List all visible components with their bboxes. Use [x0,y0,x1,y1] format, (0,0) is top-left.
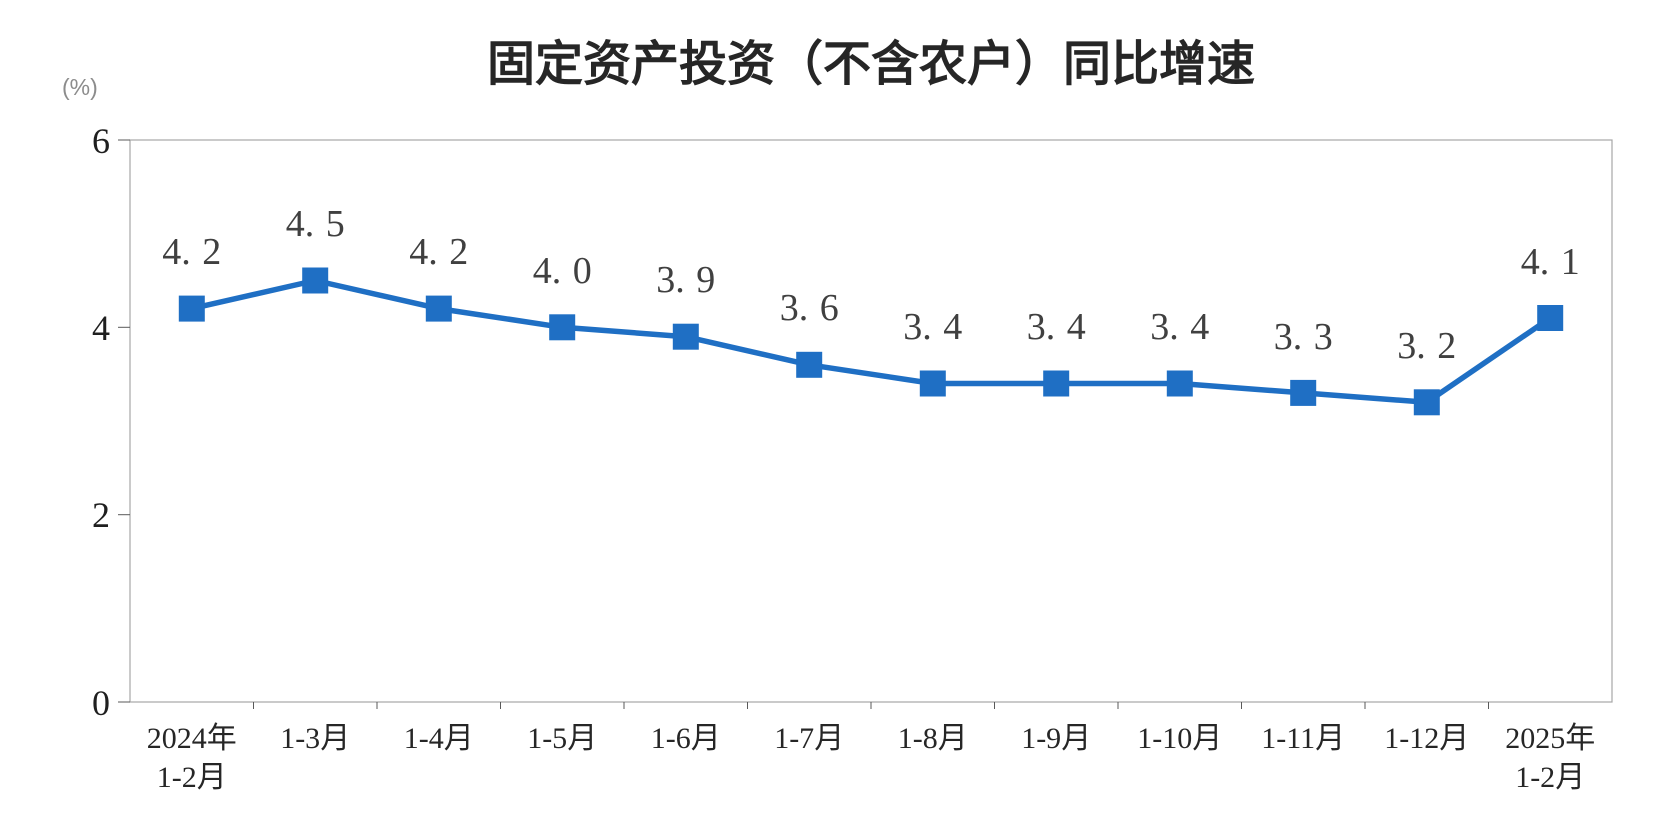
svg-text:1-12月: 1-12月 [1384,722,1469,755]
svg-text:1-2月: 1-2月 [1515,761,1585,794]
svg-text:1-11月: 1-11月 [1261,722,1345,755]
svg-text:2025年: 2025年 [1505,722,1595,755]
svg-text:1-9月: 1-9月 [1021,722,1091,755]
svg-text:(%): (%) [62,74,98,100]
svg-text:1-2月: 1-2月 [157,761,227,794]
svg-text:1-6月: 1-6月 [651,722,721,755]
svg-text:4: 4 [92,308,110,348]
svg-text:1-3月: 1-3月 [280,722,350,755]
svg-text:6: 6 [92,121,110,161]
svg-text:固定资产投资（不含农户）同比增速: 固定资产投资（不含农户）同比增速 [487,38,1255,91]
svg-text:2: 2 [92,495,110,535]
svg-text:1-7月: 1-7月 [774,722,844,755]
svg-text:2024年: 2024年 [147,722,237,755]
svg-text:0: 0 [92,683,110,723]
svg-text:1-5月: 1-5月 [527,722,597,755]
svg-text:1-10月: 1-10月 [1137,722,1222,755]
svg-text:1-8月: 1-8月 [898,722,968,755]
svg-text:1-4月: 1-4月 [404,722,474,755]
